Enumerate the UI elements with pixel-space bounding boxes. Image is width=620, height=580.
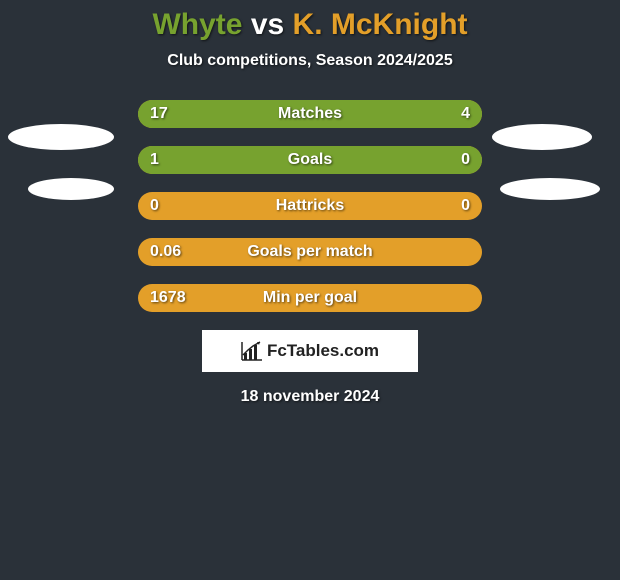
stat-label: Hattricks: [138, 192, 482, 220]
stat-label: Matches: [138, 100, 482, 128]
stat-label: Goals: [138, 146, 482, 174]
branding-box: FcTables.com: [202, 330, 418, 372]
chart-icon: [241, 341, 263, 361]
player-marker-ellipse: [492, 124, 592, 150]
stat-row: 1678Min per goal: [0, 284, 620, 316]
date-text: 18 november 2024: [0, 388, 620, 406]
branding-text: FcTables.com: [267, 341, 379, 361]
stat-label: Goals per match: [138, 238, 482, 266]
player-marker-ellipse: [8, 124, 114, 150]
subtitle: Club competitions, Season 2024/2025: [0, 52, 620, 70]
stat-label: Min per goal: [138, 284, 482, 312]
vs-text: vs: [251, 8, 284, 41]
stat-row: 10Goals: [0, 146, 620, 178]
player2-name: K. McKnight: [293, 8, 468, 41]
player-marker-ellipse: [500, 178, 600, 200]
player-marker-ellipse: [28, 178, 114, 200]
player1-name: Whyte: [152, 8, 242, 41]
comparison-title: Whyte vs K. McKnight: [0, 0, 620, 42]
stat-row: 0.06Goals per match: [0, 238, 620, 270]
